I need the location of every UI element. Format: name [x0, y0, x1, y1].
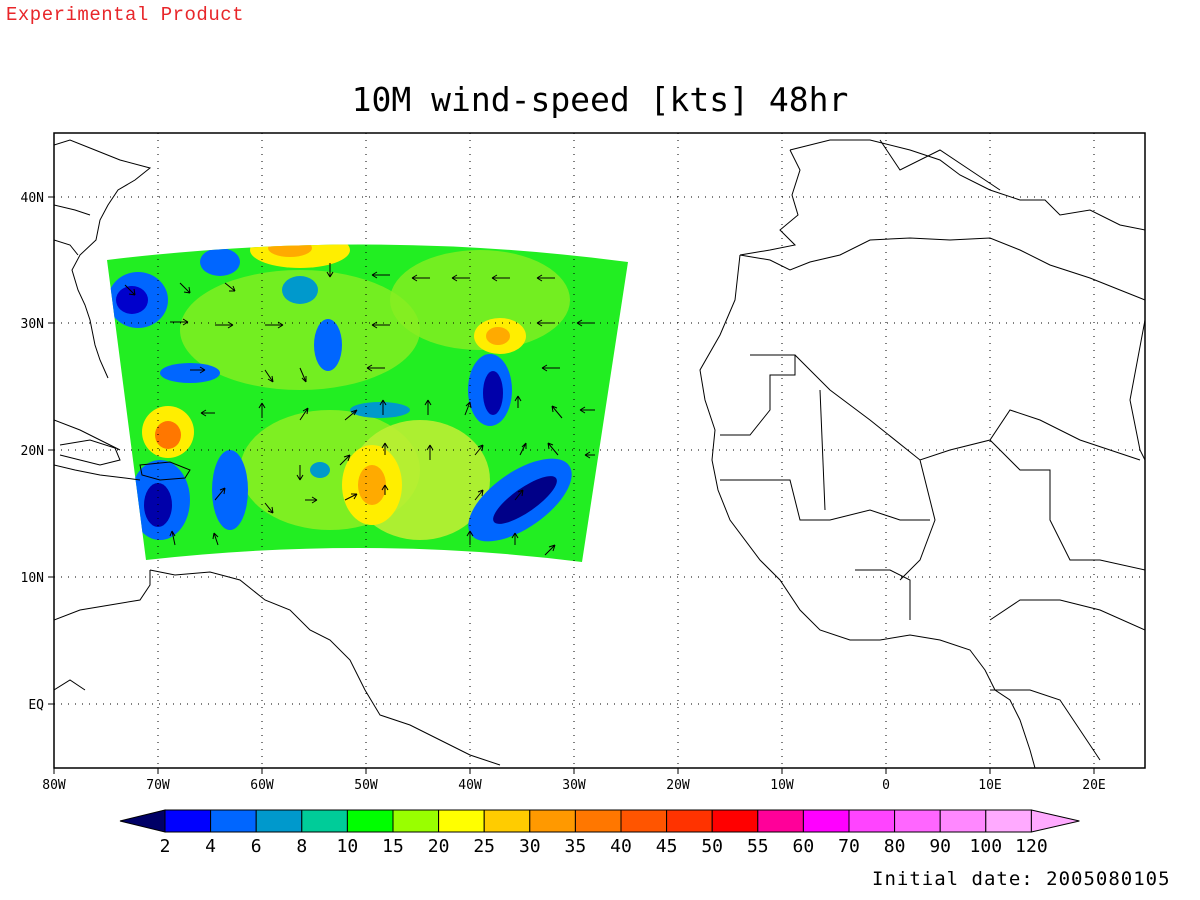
initial-date-label: Initial date: 2005080105 — [872, 868, 1171, 890]
lon-tick-label: 60W — [250, 778, 274, 793]
colorbar-swatch — [392, 809, 440, 833]
colorbar-label: 15 — [382, 836, 404, 857]
colorbar-swatch — [894, 809, 941, 833]
colorbar-label: 35 — [565, 836, 587, 857]
colorbar-swatch — [802, 809, 850, 833]
colorbar-swatch — [255, 809, 303, 833]
colorbar-swatch — [574, 809, 622, 833]
colorbar-below-arrow — [119, 809, 166, 833]
colorbar-above-arrow — [1030, 809, 1080, 833]
colorbar-swatch — [483, 809, 531, 833]
lon-tick-label: 0 — [882, 778, 890, 793]
axis-tick-marks — [48, 196, 1095, 774]
colorbar-label: 50 — [701, 836, 723, 857]
experimental-product-label: Experimental Product — [6, 4, 245, 26]
wind-speed-field — [107, 244, 628, 562]
colorbar-label: 70 — [838, 836, 860, 857]
lon-tick-label: 70W — [146, 778, 170, 793]
colorbar-label: 4 — [205, 836, 216, 857]
lon-tick-label: 20W — [666, 778, 690, 793]
colorbar-label: 8 — [296, 836, 307, 857]
lon-tick-label: 80W — [42, 778, 66, 793]
colorbar-swatch — [757, 809, 804, 833]
coastlines — [54, 139, 1145, 768]
colorbar-swatch — [164, 809, 212, 833]
colorbar-label: 25 — [473, 836, 495, 857]
colorbar-label: 55 — [747, 836, 769, 857]
lon-tick-label: 20E — [1082, 778, 1105, 793]
colorbar-label: 40 — [610, 836, 632, 857]
colorbar-swatch — [848, 809, 896, 833]
colorbar-swatch — [346, 809, 394, 833]
lat-tick-label: EQ — [28, 698, 44, 713]
colorbar-label: 20 — [428, 836, 450, 857]
colorbar-label: 100 — [970, 836, 1003, 857]
colorbar-label: 45 — [656, 836, 678, 857]
colorbar-swatch — [301, 809, 348, 833]
colorbar-swatch — [210, 809, 257, 833]
lon-tick-label: 10W — [770, 778, 794, 793]
lat-tick-label: 30N — [21, 317, 44, 332]
colorbar: 2 4 6 8 10 15 20 25 30 35 40 45 50 55 60 70 80 90 100 120 — [119, 809, 1080, 857]
lat-lon-grid — [54, 133, 1145, 768]
lon-tick-label: 40W — [458, 778, 482, 793]
lon-tick-label: 50W — [354, 778, 378, 793]
colorbar-swatch — [711, 809, 759, 833]
colorbar-label: 90 — [929, 836, 951, 857]
colorbar-label: 60 — [793, 836, 815, 857]
colorbar-swatch — [438, 809, 485, 833]
lat-tick-label: 20N — [21, 444, 44, 459]
map-title: 10M wind-speed [kts] 48hr — [351, 80, 849, 119]
lon-tick-label: 10E — [978, 778, 1001, 793]
lat-tick-label: 10N — [21, 571, 44, 586]
colorbar-swatch — [620, 809, 668, 833]
colorbar-label: 6 — [251, 836, 262, 857]
lon-tick-label: 30W — [562, 778, 586, 793]
colorbar-swatch — [985, 809, 1032, 833]
colorbar-label: 30 — [519, 836, 541, 857]
lat-tick-label: 40N — [21, 191, 44, 206]
wind-vectors — [124, 263, 595, 556]
colorbar-swatch — [529, 809, 576, 833]
colorbar-label: 80 — [884, 836, 906, 857]
colorbar-label: 2 — [160, 836, 171, 857]
colorbar-swatch — [939, 809, 987, 833]
colorbar-label: 120 — [1015, 836, 1048, 857]
colorbar-swatch — [666, 809, 713, 833]
colorbar-label: 10 — [337, 836, 359, 857]
